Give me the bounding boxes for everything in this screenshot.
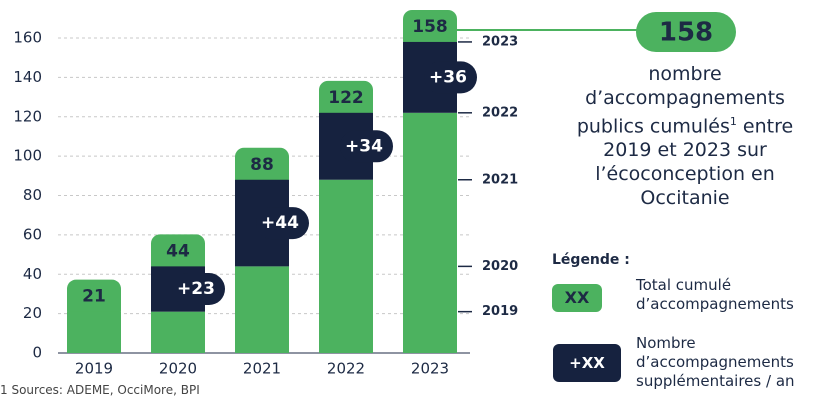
y-tick-label: 160 bbox=[13, 29, 42, 47]
callout-value: 158 bbox=[659, 18, 713, 48]
legend-swatch: +XX bbox=[553, 344, 621, 382]
level-year: 2019 bbox=[482, 304, 518, 319]
total-tab bbox=[235, 147, 289, 188]
y-tick-label: 140 bbox=[13, 68, 42, 86]
y-tick-label: 20 bbox=[23, 304, 42, 322]
legend-label: Nombre d’accompagnements supplémentaires… bbox=[636, 334, 795, 390]
y-tick-label: 80 bbox=[23, 186, 42, 204]
x-tick-label: 2020 bbox=[159, 360, 197, 378]
x-tick-label: 2022 bbox=[327, 360, 365, 378]
y-tick-label: 40 bbox=[23, 265, 42, 283]
footnote-text: Sources: ADEME, OcciMore, BPI bbox=[11, 383, 200, 397]
y-tick-label: 60 bbox=[23, 225, 42, 243]
bar-segment bbox=[151, 311, 205, 353]
y-tick-label: 120 bbox=[13, 107, 42, 125]
total-label: 122 bbox=[328, 88, 364, 108]
increment-pill bbox=[256, 207, 309, 240]
y-tick-label: 100 bbox=[13, 147, 42, 165]
total-label: 44 bbox=[166, 241, 190, 261]
bar-segment bbox=[319, 179, 373, 353]
legend-swatch: XX bbox=[552, 284, 602, 312]
increment-label: +44 bbox=[261, 213, 299, 233]
y-tick-label: 0 bbox=[32, 344, 42, 362]
callout-suffix: entre 2019 et 2023 sur l’écoconception e… bbox=[595, 115, 794, 210]
footnote-mark: 1 bbox=[0, 383, 8, 397]
callout-prefix: nombre d’accompagnements publics cumulés bbox=[576, 63, 785, 138]
increment-label: +23 bbox=[177, 279, 215, 299]
legend-title: Légende : bbox=[552, 252, 630, 268]
footnote-ref: 1 bbox=[729, 115, 737, 128]
total-label: 21 bbox=[82, 287, 106, 307]
callout-pill bbox=[636, 12, 736, 52]
level-year: 2020 bbox=[482, 259, 518, 274]
bar-segment bbox=[235, 266, 289, 353]
total-tab bbox=[403, 9, 457, 50]
callout-text: nombre d’accompagnements publics cumulés… bbox=[572, 62, 798, 210]
total-label: 88 bbox=[250, 155, 274, 175]
increment-pill bbox=[340, 130, 393, 163]
x-tick-label: 2023 bbox=[411, 360, 449, 378]
x-tick-label: 2021 bbox=[243, 360, 281, 378]
total-tab bbox=[151, 234, 205, 275]
total-tab bbox=[67, 279, 121, 320]
increment-pill bbox=[424, 61, 477, 94]
increment-pill bbox=[172, 273, 225, 306]
total-tab bbox=[319, 80, 373, 121]
legend-label: Total cumulé d’accompagnements bbox=[636, 276, 794, 313]
bar-segment bbox=[403, 112, 457, 353]
x-tick-label: 2019 bbox=[75, 360, 113, 378]
bar-segment bbox=[67, 311, 121, 353]
footnote: 1 Sources: ADEME, OcciMore, BPI bbox=[0, 383, 200, 397]
level-year: 2023 bbox=[482, 34, 518, 49]
increment-label: +36 bbox=[429, 67, 467, 87]
increment-label: +34 bbox=[345, 136, 383, 156]
level-year: 2022 bbox=[482, 105, 518, 120]
level-year: 2021 bbox=[482, 172, 518, 187]
total-label: 158 bbox=[412, 17, 448, 37]
